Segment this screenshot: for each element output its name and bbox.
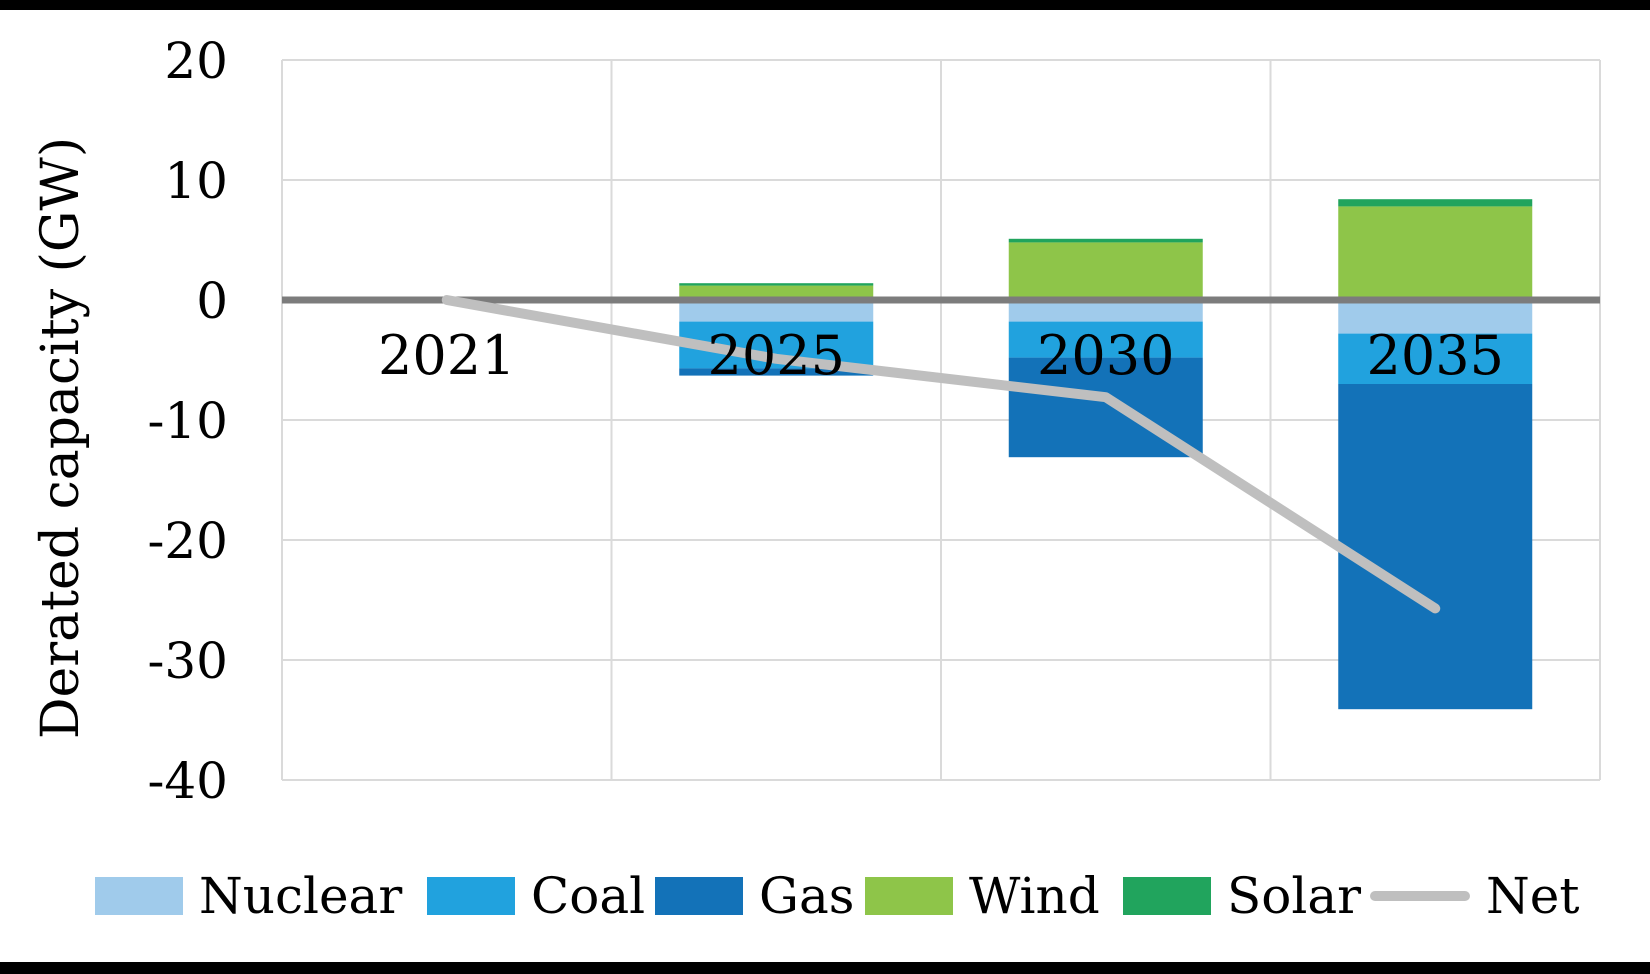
year-label-2035: 2035 [1367,324,1504,387]
y-axis-title: Derated capacity (GW) [31,137,91,739]
ytick-label--20: -20 [147,512,228,570]
bar-segment-coal-2035 [1338,333,1533,384]
bar-segment-gas-2025 [679,368,874,376]
bar-segment-gas-2035 [1338,384,1533,710]
net-line [441,295,1441,614]
year-label-2021: 2021 [378,324,515,387]
year-label-2030: 2030 [1037,324,1174,387]
bar-segment-nuclear-2030 [1008,300,1203,322]
bar-segment-nuclear-2035 [1338,300,1533,334]
bar-segment-solar-2030 [1008,238,1203,243]
ytick-label--30: -30 [147,632,228,690]
ytick-label-0: 0 [196,272,228,330]
bar-segment-nuclear-2025 [679,300,874,322]
bar-segment-coal-2030 [1008,321,1203,358]
ytick-label--40: -40 [147,752,228,810]
bar-segment-wind-2025 [679,285,874,300]
bar-segment-wind-2035 [1338,206,1533,300]
top-black-bar [0,0,1650,10]
bottom-black-bar [0,962,1650,974]
bar-segment-solar-2035 [1338,199,1533,207]
bar-series [679,199,1533,710]
bar-segment-wind-2030 [1008,242,1203,300]
ytick-label-20: 20 [164,32,228,90]
bar-segment-solar-2025 [679,283,874,286]
ytick-label--10: -10 [147,392,228,450]
year-label-2025: 2025 [708,324,845,387]
ytick-label-10: 10 [164,152,228,210]
